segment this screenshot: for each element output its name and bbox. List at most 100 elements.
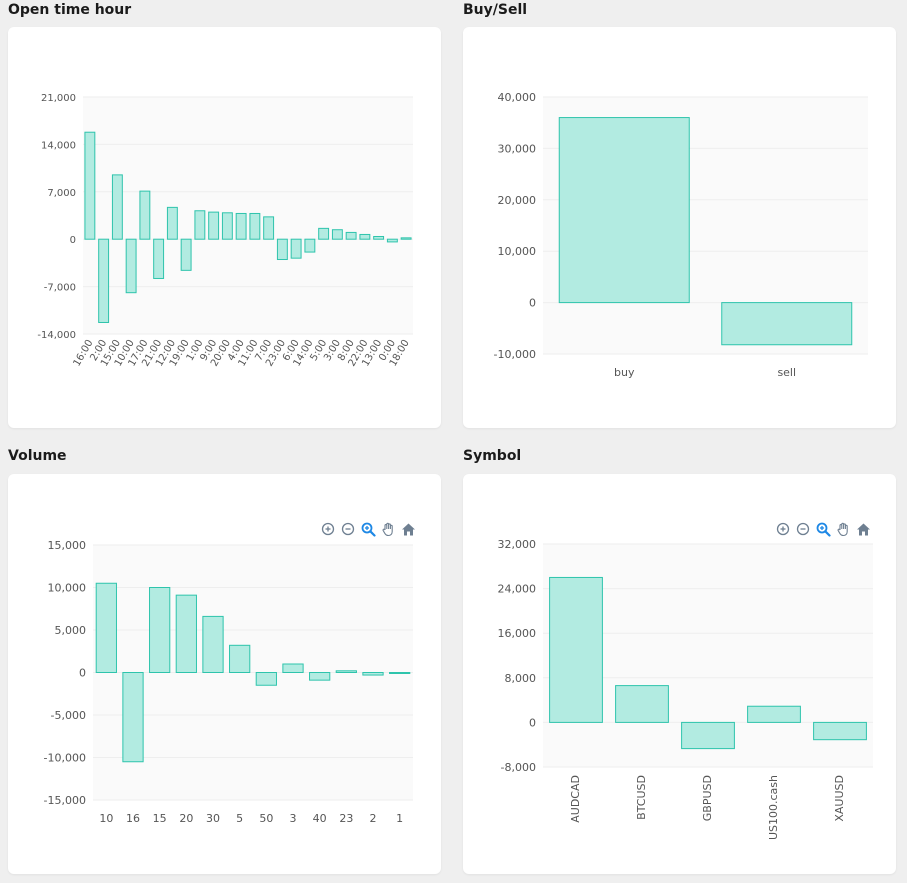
y-tick-label: -8,000 — [501, 761, 536, 774]
y-tick-label: 0 — [529, 297, 536, 310]
bar-21-00[interactable] — [153, 238, 165, 279]
y-tick-label: 32,000 — [498, 538, 537, 551]
y-tick-label: 21,000 — [41, 93, 76, 104]
bar-18-00[interactable] — [400, 237, 412, 240]
bar-3[interactable] — [282, 663, 304, 673]
x-tick-label: BTCUSD — [635, 775, 648, 820]
x-tick-label: sell — [777, 366, 796, 379]
bar-9-00[interactable] — [208, 211, 220, 240]
zoom-out-icon[interactable] — [795, 521, 811, 537]
bar-1-00[interactable] — [194, 210, 206, 240]
zoom-selection-icon[interactable] — [360, 521, 376, 537]
x-tick-label: 15 — [153, 812, 167, 825]
bar-10[interactable] — [95, 582, 117, 673]
bar-23[interactable] — [335, 670, 357, 674]
bar-1[interactable] — [389, 672, 411, 674]
home-reset-icon[interactable] — [855, 521, 871, 537]
symbol-title: Symbol — [463, 448, 522, 464]
y-tick-label: 40,000 — [498, 91, 537, 104]
bar-3-00[interactable] — [331, 229, 343, 240]
buy-sell-chart: 40,000 30,000 20,000 10,000 0 -10,000 buy sell — [494, 91, 868, 379]
bar-15-00[interactable] — [111, 174, 123, 240]
y-tick-label: 24,000 — [498, 583, 537, 596]
y-tick-label: 20,000 — [498, 194, 537, 207]
x-tick-label: US100.cash — [767, 775, 780, 840]
bar-xauusd[interactable] — [813, 721, 867, 741]
bar-16-00[interactable] — [84, 131, 96, 240]
bar-audcad[interactable] — [549, 576, 603, 723]
bar-2[interactable] — [362, 672, 384, 676]
y-tick-label: 0 — [79, 667, 86, 680]
y-tick-label: 10,000 — [498, 245, 537, 258]
y-tick-label: 7,000 — [47, 188, 76, 199]
bar-12-00[interactable] — [166, 206, 178, 240]
y-tick-label: -10,000 — [44, 752, 86, 765]
bar-buy[interactable] — [558, 117, 690, 304]
bar-30[interactable] — [202, 615, 224, 673]
bar-5-00[interactable] — [318, 227, 330, 240]
x-tick-label: 16 — [126, 812, 140, 825]
x-tick-label: buy — [614, 366, 635, 379]
zoom-in-icon[interactable] — [320, 521, 336, 537]
volume-title: Volume — [8, 448, 67, 464]
bar-7-00[interactable] — [263, 216, 275, 240]
bar-8-00[interactable] — [345, 231, 357, 240]
open-time-hour-title: Open time hour — [8, 2, 132, 18]
bar-20[interactable] — [175, 594, 197, 673]
y-tick-label: 0 — [70, 235, 76, 246]
plot-area — [83, 97, 413, 334]
bar-4-00[interactable] — [235, 212, 247, 240]
x-tick-label: 30 — [206, 812, 220, 825]
bar-15[interactable] — [149, 587, 171, 673]
buy-sell-card: 40,000 30,000 20,000 10,000 0 -10,000 buy sell — [463, 27, 896, 428]
bar-0-00[interactable] — [386, 238, 398, 243]
y-tick-label: 8,000 — [505, 672, 537, 685]
bar-40[interactable] — [309, 672, 331, 681]
y-tick-label: 14,000 — [41, 140, 76, 151]
bar-19-00[interactable] — [180, 238, 192, 271]
zoom-in-icon[interactable] — [775, 521, 791, 537]
bar-50[interactable] — [255, 672, 277, 686]
y-tick-label: 30,000 — [498, 142, 537, 155]
y-tick-label: -15,000 — [44, 794, 86, 807]
bar-2-00[interactable] — [98, 238, 110, 323]
zoom-selection-icon[interactable] — [815, 521, 831, 537]
pan-hand-icon[interactable] — [380, 521, 396, 537]
open-time-hour-card: 21,000 14,000 7,000 0 -7,000 -14,000 16:00 2:00… — [8, 27, 441, 428]
bar-20-00[interactable] — [221, 212, 233, 240]
bar-6-00[interactable] — [290, 238, 302, 259]
x-tick-label: 2 — [370, 812, 377, 825]
symbol-chart-toolbar — [775, 521, 871, 537]
bar-22-00[interactable] — [359, 233, 371, 240]
bar-16[interactable] — [122, 672, 144, 763]
x-tick-label: 20 — [179, 812, 193, 825]
x-tick-label: 10 — [99, 812, 113, 825]
bar-sell[interactable] — [721, 302, 853, 346]
x-tick-label: AUDCAD — [569, 775, 582, 823]
bar-btcusd[interactable] — [615, 685, 669, 723]
bar-17-00[interactable] — [139, 190, 151, 240]
y-tick-label: -5,000 — [51, 709, 86, 722]
y-tick-label: 16,000 — [498, 627, 537, 640]
open-time-hour-chart: 21,00014,0007,0000-7,000-14,00016:002:00… — [37, 93, 413, 368]
bar-11-00[interactable] — [249, 212, 261, 240]
bar-10-00[interactable] — [125, 238, 137, 294]
bar-gbpusd[interactable] — [681, 721, 735, 750]
pan-hand-icon[interactable] — [835, 521, 851, 537]
volume-chart-toolbar — [320, 521, 416, 537]
volume-card: 15,000 10,000 5,000 0 -5,000 -10,000 -15,000 10… — [8, 474, 441, 874]
symbol-card: 32,000 24,000 16,000 8,000 0 -8,000 AUDCAD BTCU… — [463, 474, 896, 874]
bar-13-00[interactable] — [373, 235, 385, 240]
volume-chart: 15,000 10,000 5,000 0 -5,000 -10,000 -15,000 10… — [44, 539, 413, 825]
x-tick-label: 1 — [396, 812, 403, 825]
x-tick-label: GBPUSD — [701, 775, 714, 821]
y-tick-label: 0 — [529, 716, 536, 729]
bar-us100-cash[interactable] — [747, 705, 801, 723]
x-tick-label: XAUUSD — [833, 775, 846, 822]
zoom-out-icon[interactable] — [340, 521, 356, 537]
bar-14-00[interactable] — [304, 238, 316, 253]
bar-23-00[interactable] — [276, 238, 288, 261]
bar-5[interactable] — [229, 644, 251, 674]
y-tick-label: -14,000 — [37, 330, 76, 341]
home-reset-icon[interactable] — [400, 521, 416, 537]
